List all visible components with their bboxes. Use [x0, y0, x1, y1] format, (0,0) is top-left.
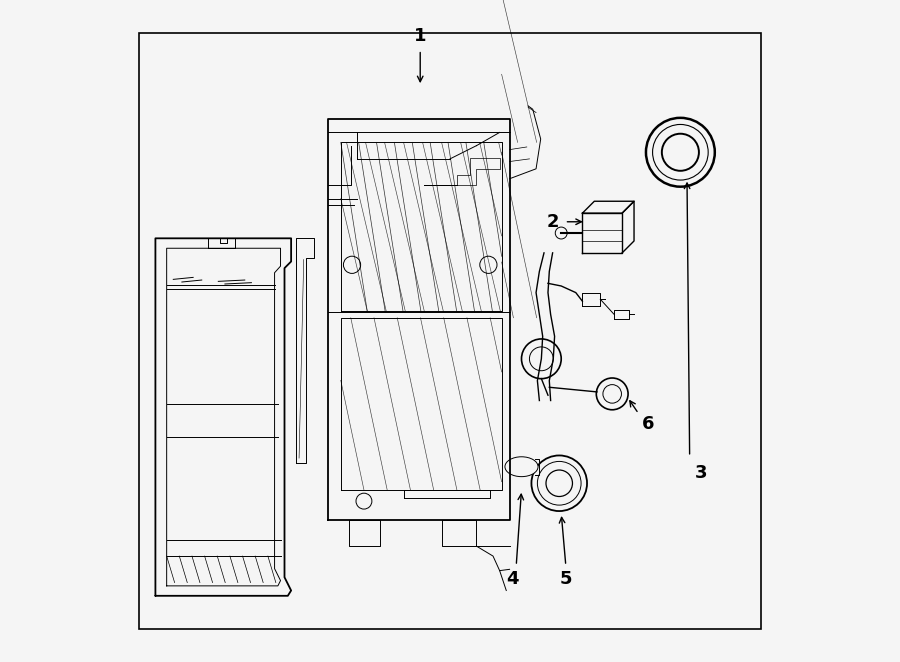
- Text: 4: 4: [507, 570, 519, 589]
- Text: 1: 1: [414, 27, 427, 46]
- Text: 3: 3: [696, 464, 707, 483]
- Text: 5: 5: [560, 570, 572, 589]
- Circle shape: [555, 227, 567, 239]
- Text: 6: 6: [643, 414, 655, 433]
- Text: 2: 2: [546, 213, 559, 231]
- Ellipse shape: [505, 457, 538, 477]
